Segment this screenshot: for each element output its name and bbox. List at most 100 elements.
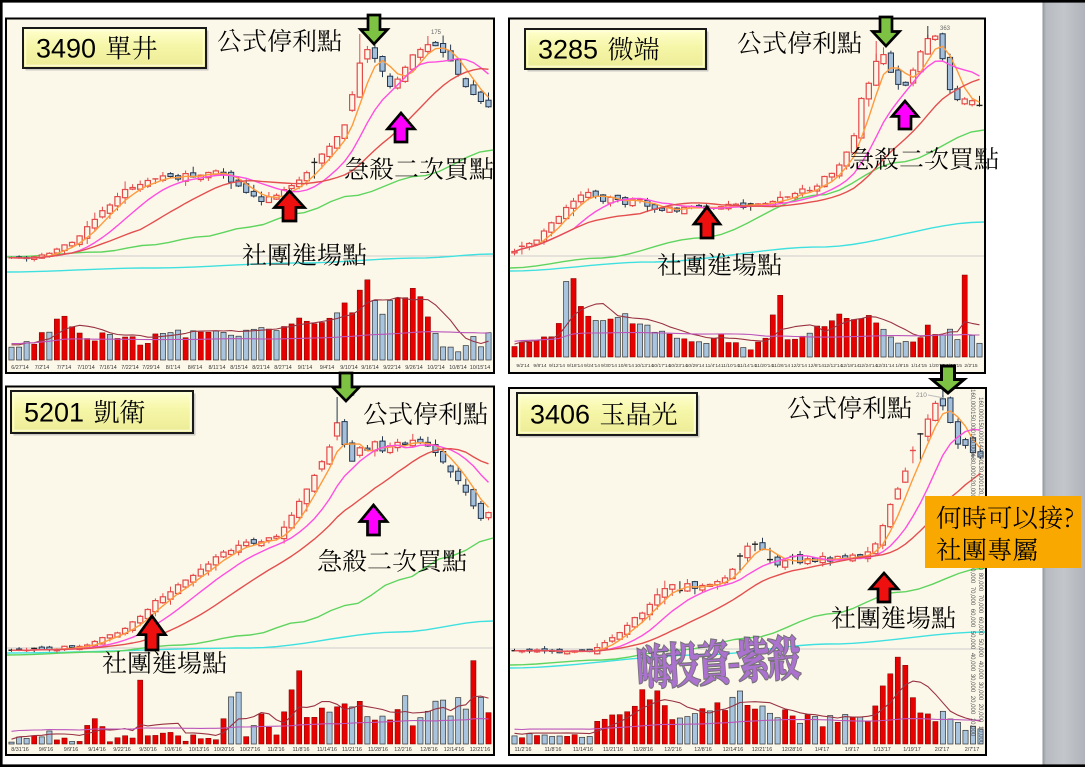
svg-text:12/8'14: 12/8'14 (808, 363, 824, 369)
svg-text:20,000: 20,000 (977, 704, 983, 723)
svg-text:11/28'16: 11/28'16 (633, 747, 653, 753)
svg-text:12/14'16: 12/14'16 (444, 747, 465, 753)
svg-text:9/24'14: 9/24'14 (584, 363, 600, 369)
svg-text:11/26'14: 11/26'14 (772, 363, 791, 369)
svg-text:9/18'14: 9/18'14 (567, 363, 583, 369)
svg-text:70,000: 70,000 (969, 587, 975, 606)
svg-text:1/4'17: 1/4'17 (815, 747, 830, 753)
svg-text:1/9'17: 1/9'17 (845, 747, 860, 753)
svg-text:9/9'16: 9/9'16 (64, 747, 79, 753)
svg-text:11/2'16: 11/2'16 (514, 747, 531, 753)
svg-text:3406: 3406 (530, 400, 590, 430)
svg-text:11/21'16: 11/21'16 (342, 747, 362, 753)
svg-text:8/27'14: 8/27'14 (274, 365, 292, 371)
svg-text:10/23'14: 10/23'14 (669, 363, 688, 369)
svg-text:80,000: 80,000 (969, 565, 975, 584)
svg-text:1/8'15: 1/8'15 (895, 363, 908, 369)
svg-text:11/8'16: 11/8'16 (292, 747, 309, 753)
svg-text:12/14'16: 12/14'16 (723, 747, 744, 753)
svg-text:9/6'16: 9/6'16 (39, 747, 54, 753)
svg-text:10,000: 10,000 (977, 726, 983, 745)
svg-text:3285: 3285 (538, 35, 598, 65)
svg-text:20,000: 20,000 (969, 696, 975, 715)
svg-text:11/10'14: 11/10'14 (721, 363, 740, 369)
svg-text:30,000: 30,000 (969, 674, 975, 693)
svg-text:9/26'14: 9/26'14 (405, 365, 423, 371)
svg-text:1/13'17: 1/13'17 (873, 747, 891, 753)
svg-text:10,000: 10,000 (969, 718, 975, 737)
svg-text:50,000: 50,000 (977, 639, 983, 658)
svg-text:10/17'14: 10/17'14 (652, 363, 671, 369)
svg-text:12/2'14: 12/2'14 (791, 363, 807, 369)
svg-text:210: 210 (916, 392, 927, 399)
svg-text:5201: 5201 (24, 398, 84, 428)
svg-text:7/7'14: 7/7'14 (57, 365, 72, 371)
svg-text:120,000: 120,000 (977, 484, 983, 506)
svg-text:12/18'14: 12/18'14 (841, 363, 860, 369)
svg-text:7/2'14: 7/2'14 (35, 365, 50, 371)
svg-text:3490: 3490 (36, 34, 96, 64)
svg-text:130,000: 130,000 (969, 454, 975, 476)
svg-text:60,000: 60,000 (969, 609, 975, 628)
svg-text:2/2'15: 2/2'15 (964, 363, 977, 369)
svg-text:10/6'16: 10/6'16 (164, 747, 182, 753)
svg-text:12/21'16: 12/21'16 (752, 747, 773, 753)
svg-text:8/1'14: 8/1'14 (166, 365, 181, 371)
svg-text:10/27'16: 10/27'16 (240, 747, 261, 753)
svg-text:10/20'16: 10/20'16 (214, 747, 235, 753)
svg-text:9/14'16: 9/14'16 (88, 747, 106, 753)
svg-text:9/4'14: 9/4'14 (320, 365, 335, 371)
svg-text:6/27'14: 6/27'14 (11, 365, 29, 371)
svg-text:140,000: 140,000 (977, 441, 983, 463)
svg-text:7/29'14: 7/29'14 (142, 365, 160, 371)
svg-text:120,000: 120,000 (969, 476, 975, 498)
svg-text:9/10'14: 9/10'14 (340, 365, 358, 371)
svg-text:12/2'16: 12/2'16 (394, 747, 412, 753)
svg-text:9/1'14: 9/1'14 (298, 365, 313, 371)
svg-text:150,000: 150,000 (969, 411, 975, 433)
svg-text:1/20'15: 1/20'15 (929, 363, 945, 369)
svg-text:9/12'14: 9/12'14 (549, 363, 565, 369)
svg-text:9/22'14: 9/22'14 (383, 365, 401, 371)
svg-text:11/8'16: 11/8'16 (544, 747, 561, 753)
svg-text:10/2'14: 10/2'14 (427, 365, 445, 371)
svg-text:8/21'14: 8/21'14 (252, 365, 270, 371)
svg-text:80,000: 80,000 (977, 573, 983, 592)
svg-text:9/22'16: 9/22'16 (113, 747, 131, 753)
svg-text:11/14'16: 11/14'16 (573, 747, 593, 753)
svg-text:7/22'14: 7/22'14 (121, 365, 139, 371)
svg-text:9/16'14: 9/16'14 (361, 365, 379, 371)
svg-text:11/20'14: 11/20'14 (755, 363, 774, 369)
svg-text:363: 363 (940, 26, 951, 32)
svg-text:50,000: 50,000 (969, 631, 975, 650)
svg-text:11/14'16: 11/14'16 (317, 747, 337, 753)
svg-text:10/13'14: 10/13'14 (635, 363, 654, 369)
svg-text:60,000: 60,000 (977, 617, 983, 636)
svg-text:11/2'16: 11/2'16 (267, 747, 284, 753)
svg-text:12/24'14: 12/24'14 (859, 363, 878, 369)
svg-text:8/11'14: 8/11'14 (208, 365, 225, 371)
svg-text:10/8'14: 10/8'14 (449, 365, 467, 371)
svg-text:140,000: 140,000 (969, 433, 975, 455)
svg-text:11/14'14: 11/14'14 (738, 363, 757, 369)
svg-text:10/6'14: 10/6'14 (618, 363, 634, 369)
svg-text:160,000: 160,000 (969, 389, 975, 411)
svg-text:12/31'14: 12/31'14 (876, 363, 895, 369)
svg-text:12/8'16: 12/8'16 (420, 747, 438, 753)
svg-text:9/8'14: 9/8'14 (533, 363, 546, 369)
svg-text:1/14'15: 1/14'15 (911, 363, 927, 369)
svg-text:9/2'14: 9/2'14 (516, 363, 529, 369)
svg-text:175: 175 (431, 30, 442, 36)
svg-text:12/21'16: 12/21'16 (470, 747, 491, 753)
svg-text:2/7'17: 2/7'17 (965, 747, 980, 753)
svg-text:8/31'16: 8/31'16 (11, 747, 29, 753)
svg-text:10/15'14: 10/15'14 (470, 365, 491, 371)
svg-text:40,000: 40,000 (969, 653, 975, 672)
svg-text:12/28'16: 12/28'16 (782, 747, 803, 753)
svg-text:9/30'16: 9/30'16 (139, 747, 157, 753)
svg-text:12/12'14: 12/12'14 (824, 363, 843, 369)
svg-text:40,000: 40,000 (977, 661, 983, 680)
svg-text:2/2'17: 2/2'17 (935, 747, 950, 753)
svg-text:8/15'14: 8/15'14 (230, 365, 248, 371)
svg-text:70,000: 70,000 (977, 595, 983, 614)
